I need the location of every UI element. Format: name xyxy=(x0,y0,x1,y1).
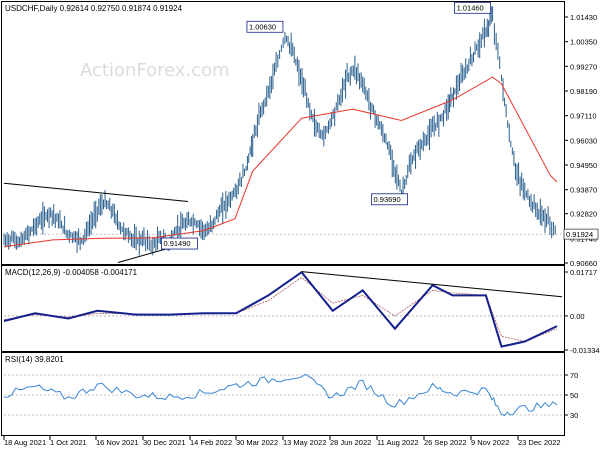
x-tick-label: 9 Nov 2022 xyxy=(471,438,509,447)
annotation-box xyxy=(454,1,491,14)
x-tick-label: 11 Aug 2022 xyxy=(377,438,419,447)
macd-trendline xyxy=(301,271,563,298)
price-tick-label: 0.94950 xyxy=(570,161,597,170)
x-tick-label: 13 May 2022 xyxy=(283,438,326,447)
price-tick-label: 0.90660 xyxy=(570,259,597,268)
annotation-label: 1.00630 xyxy=(249,22,276,31)
x-tick-label: 1 Oct 2021 xyxy=(50,438,87,447)
macd-tick-label: 0.01717 xyxy=(570,268,597,277)
rsi-tick-label: 70 xyxy=(570,371,578,380)
annotation-box xyxy=(371,193,408,206)
x-axis-ticks: 18 Aug 2021 1 Oct 2021 16 Nov 2021 30 Dec 2… xyxy=(3,436,561,447)
macd-series-layer xyxy=(3,270,564,348)
rsi-pane-frame xyxy=(1,352,565,436)
annotations-layer: 1.00630 1.01460 0.93690 0.91490 xyxy=(161,1,491,250)
upper-trendline xyxy=(3,182,189,203)
rsi-series-layer xyxy=(3,373,564,417)
price-tick-label: 0.93870 xyxy=(570,186,597,195)
price-tick-label: 1.00350 xyxy=(570,38,597,47)
price-tick-label: 1.01430 xyxy=(570,13,597,22)
macd-tick-label: 0.00 xyxy=(570,312,585,321)
current-price-box xyxy=(563,228,599,240)
x-tick-label: 30 Mar 2022 xyxy=(236,438,278,447)
macd-axis-ticks: 0.01717 0.00 -0.01334 xyxy=(564,268,600,355)
price-tick-label: 0.92820 xyxy=(570,210,597,219)
moving-average-line xyxy=(3,76,558,248)
macd-pane-frame xyxy=(1,265,565,352)
price-tick-label: 0.98190 xyxy=(570,87,597,96)
rsi-title: RSI(14) 39.8201 xyxy=(5,355,64,364)
x-tick-label: 14 Feb 2022 xyxy=(190,438,232,447)
price-title: USDCHF,Daily 0.92614 0.92750 0.91874 0.9… xyxy=(5,4,183,13)
x-tick-label: 28 Jun 2022 xyxy=(330,438,371,447)
annotation-label: 1.01460 xyxy=(457,3,484,12)
macd-tick-label: -0.01334 xyxy=(570,346,600,355)
macd-line xyxy=(3,270,558,348)
x-tick-label: 26 Sep 2022 xyxy=(424,438,467,447)
rsi-tick-label: 50 xyxy=(570,391,578,400)
annotation-box xyxy=(161,237,198,250)
price-pane-frame xyxy=(1,1,565,265)
watermark: ActionForex.com xyxy=(80,60,230,81)
price-tick-label: 0.99270 xyxy=(570,62,597,71)
annotation-label: 0.91490 xyxy=(163,239,190,248)
rsi-line xyxy=(3,373,558,417)
x-tick-label: 18 Aug 2021 xyxy=(4,438,46,447)
price-tick-label: 0.97110 xyxy=(570,112,597,121)
current-price-label: 0.91924 xyxy=(566,230,593,239)
price-tick-label: 0.96030 xyxy=(570,136,597,145)
annotation-box xyxy=(246,20,284,33)
macd-title: MACD(12,26,9) -0.004058 -0.004171 xyxy=(5,268,138,277)
rsi-tick-label: 30 xyxy=(570,411,578,420)
annotation-label: 0.93690 xyxy=(374,195,401,204)
x-tick-label: 16 Nov 2021 xyxy=(96,438,139,447)
x-tick-label: 23 Dec 2022 xyxy=(518,438,561,447)
x-tick-label: 30 Dec 2021 xyxy=(143,438,186,447)
rsi-axis-ticks: 70 50 30 xyxy=(564,371,578,420)
